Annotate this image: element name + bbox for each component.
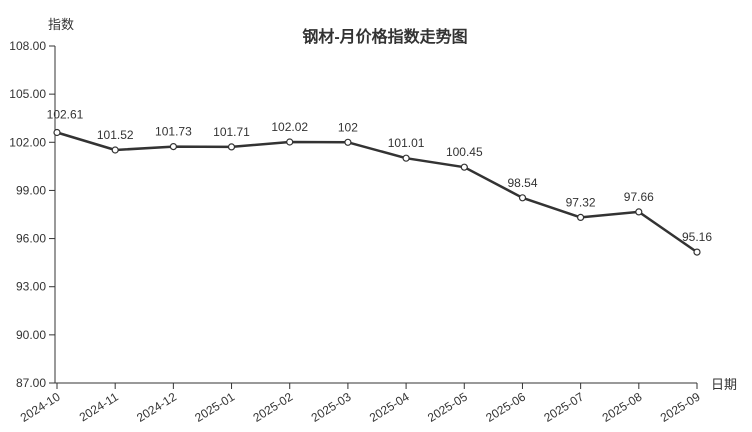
y-tick-label: 96.00 [16, 232, 46, 246]
y-tick-label: 102.00 [9, 135, 46, 149]
data-point-label: 101.73 [155, 125, 192, 139]
data-point-marker[interactable] [576, 213, 585, 221]
x-axis-name: 日期 [711, 377, 737, 392]
data-point-marker[interactable] [286, 138, 294, 146]
y-axis-ticks: 108.00 105.00 102.00 99.00 96.00 93.00 90.00 87… [9, 39, 55, 390]
data-point-label: 101.71 [213, 125, 250, 139]
data-series [53, 128, 701, 256]
y-tick-label: 105.00 [9, 87, 46, 101]
data-point-label: 97.32 [566, 195, 596, 209]
data-point-label: 101.52 [97, 128, 134, 142]
data-point-marker[interactable] [53, 128, 61, 137]
x-tick-label: 2024-10 [18, 390, 63, 425]
data-point-marker[interactable] [169, 143, 177, 151]
y-tick-label: 99.00 [16, 183, 46, 197]
data-point-label: 95.16 [682, 230, 712, 244]
x-tick-label: 2025-09 [658, 390, 703, 425]
data-point-marker[interactable] [344, 138, 352, 146]
data-point-labels: 102.61 101.52 101.73 101.71 102.02 102 101.01 1… [47, 108, 713, 245]
data-point-marker[interactable] [227, 143, 236, 151]
data-point-label: 102 [338, 120, 358, 134]
chart-title: 钢材-月价格指数走势图 [302, 27, 467, 46]
y-tick-label: 87.00 [16, 376, 46, 390]
x-tick-label: 2025-05 [425, 390, 470, 425]
x-tick-label: 2024-11 [77, 390, 121, 425]
data-point-label: 97.66 [624, 190, 654, 204]
data-point-label: 101.01 [388, 136, 425, 150]
data-point-marker[interactable] [402, 154, 410, 162]
series-line [55, 131, 699, 254]
data-point-label: 100.45 [446, 145, 483, 159]
x-tick-label: 2025-01 [192, 390, 237, 425]
y-tick-label: 108.00 [9, 39, 46, 53]
data-point-marker[interactable] [111, 146, 119, 154]
y-tick-label: 90.00 [16, 328, 46, 342]
y-tick-label: 93.00 [16, 280, 46, 294]
data-point-marker[interactable] [518, 194, 527, 202]
data-point-label: 98.54 [507, 176, 537, 190]
x-axis-ticks: 2024-10 2024-11 2024-12 2025-01 2025-02 2025-… [18, 383, 703, 425]
y-axis-name: 指数 [48, 17, 74, 32]
x-tick-label: 2025-04 [367, 390, 412, 425]
x-tick-label: 2025-02 [251, 390, 296, 425]
x-tick-label: 2025-06 [483, 390, 528, 425]
data-point-marker[interactable] [693, 248, 701, 256]
x-tick-label: 2025-07 [541, 390, 586, 425]
x-tick-label: 2025-08 [600, 390, 645, 425]
x-tick-label: 2024-12 [134, 390, 179, 425]
data-point-marker[interactable] [460, 163, 468, 171]
data-point-label: 102.02 [271, 120, 308, 134]
x-tick-label: 2025-03 [309, 390, 354, 425]
data-point-label: 102.61 [47, 108, 84, 122]
data-point-marker[interactable] [635, 208, 643, 216]
